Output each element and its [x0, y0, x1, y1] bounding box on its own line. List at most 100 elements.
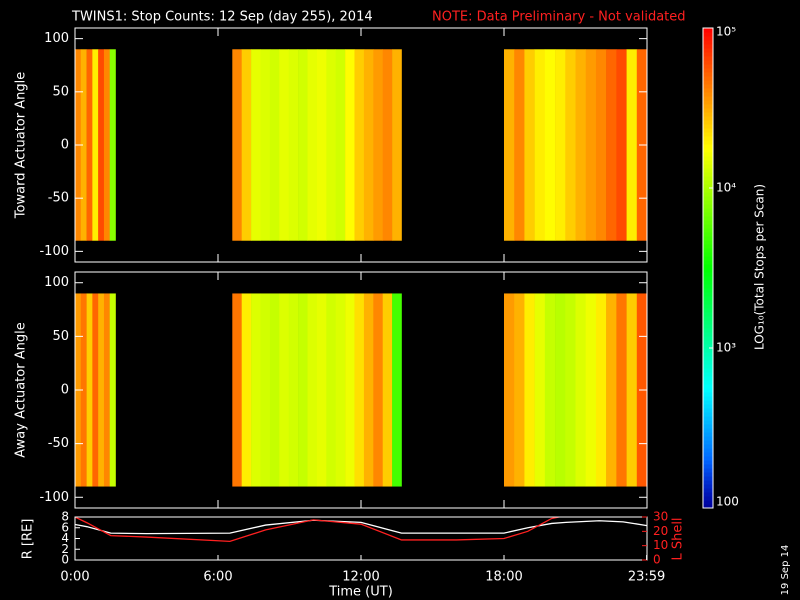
- colorbar-cell: [703, 412, 713, 417]
- colorbar-cell: [703, 328, 713, 333]
- heatmap-cell: [316, 293, 327, 487]
- heatmap-cell: [298, 49, 308, 241]
- colorbar-cell: [703, 68, 713, 73]
- heatmap-cell: [585, 49, 597, 241]
- colorbar-cell: [703, 320, 713, 325]
- colorbar-cell: [703, 292, 713, 297]
- colorbar-tick-label: 100: [716, 495, 739, 509]
- heatmap-cell: [279, 293, 290, 487]
- colorbar-cell: [703, 336, 713, 341]
- colorbar-cell: [703, 416, 713, 421]
- data-line: [75, 519, 647, 535]
- y-tick-label: -100: [39, 490, 69, 505]
- y-tick-label: 0: [61, 138, 69, 153]
- colorbar-cell: [703, 480, 713, 485]
- colorbar-cell: [703, 476, 713, 481]
- colorbar-cell: [703, 456, 713, 461]
- colorbar-cell: [703, 280, 713, 285]
- colorbar-cell: [703, 312, 713, 317]
- heatmap-cell: [382, 293, 393, 487]
- colorbar-cell: [703, 304, 713, 309]
- colorbar-cell: [703, 172, 713, 177]
- x-tick-label: 23:59: [628, 570, 665, 585]
- y-tick-label: 100: [44, 275, 69, 290]
- y-tick-label: -100: [39, 244, 69, 259]
- colorbar-cell: [703, 252, 713, 257]
- chart-title: TWINS1: Stop Counts: 12 Sep (day 255), 2…: [71, 10, 373, 25]
- heatmap-cell: [103, 49, 111, 241]
- heatmap-cell: [241, 49, 252, 241]
- heatmap-cell: [616, 49, 627, 241]
- heatmap-cell: [241, 293, 252, 487]
- heatmap-cell: [92, 49, 99, 241]
- colorbar-cell: [703, 116, 713, 121]
- colorbar-cell: [703, 192, 713, 197]
- y-tick-label: 2: [61, 542, 69, 556]
- heatmap-cell: [260, 49, 271, 241]
- heatmap-cell: [92, 293, 99, 487]
- colorbar-cell: [703, 204, 713, 209]
- heatmap-cell: [555, 293, 566, 487]
- heatmap-cell: [382, 49, 393, 241]
- y2-tick-label: 10: [653, 538, 668, 552]
- y-tick-label: 50: [52, 329, 69, 344]
- colorbar-cell: [703, 444, 713, 449]
- colorbar-cell: [703, 288, 713, 293]
- colorbar-cell: [703, 452, 713, 457]
- heatmap-cell: [98, 293, 105, 487]
- y-tick-label: -50: [48, 191, 69, 206]
- colorbar-cell: [703, 368, 713, 373]
- x-tick-label: 12:00: [342, 570, 379, 585]
- colorbar-cell: [703, 104, 713, 109]
- colorbar-cell: [703, 56, 713, 61]
- colorbar-cell: [703, 108, 713, 113]
- colorbar-cell: [703, 72, 713, 77]
- colorbar-cell: [703, 472, 713, 477]
- heatmap-cell: [534, 293, 546, 487]
- colorbar-cell: [703, 364, 713, 369]
- colorbar-cell: [703, 348, 713, 353]
- heatmap-cell: [575, 293, 587, 487]
- heatmap-cell: [504, 49, 515, 241]
- colorbar-cell: [703, 124, 713, 129]
- data-line: [75, 517, 563, 543]
- heatmap-cell: [269, 49, 280, 241]
- colorbar-cell: [703, 296, 713, 301]
- y-tick-label: 8: [61, 510, 69, 524]
- heatmap-cell: [260, 293, 271, 487]
- colorbar-cell: [703, 128, 713, 133]
- y-tick-label: 50: [52, 84, 69, 99]
- colorbar-cell: [703, 404, 713, 409]
- colorbar-cell: [703, 224, 713, 229]
- colorbar-cell: [703, 212, 713, 217]
- y2-tick-label: 0: [653, 553, 661, 567]
- colorbar-cell: [703, 48, 713, 53]
- colorbar-cell: [703, 276, 713, 281]
- colorbar-cell: [703, 152, 713, 157]
- x-tick-label: 18:00: [485, 570, 522, 585]
- y-tick-label: 0: [61, 383, 69, 398]
- colorbar-cell: [703, 92, 713, 97]
- colorbar-cell: [703, 120, 713, 125]
- heatmap-cell: [345, 49, 355, 241]
- heatmap-cell: [80, 49, 87, 241]
- colorbar-cell: [703, 36, 713, 41]
- y-tick-label: 100: [44, 31, 69, 46]
- colorbar-cell: [703, 316, 713, 321]
- y2-axis-label: L Shell: [671, 517, 686, 560]
- colorbar-cell: [703, 324, 713, 329]
- colorbar-label: LOG₁₀(Total Stops per Scan): [753, 184, 767, 350]
- heatmap-cell: [335, 293, 346, 487]
- colorbar-cell: [703, 188, 713, 193]
- colorbar-cell: [703, 256, 713, 261]
- x-axis-label: Time (UT): [328, 585, 393, 600]
- colorbar-cell: [703, 32, 713, 37]
- heatmap-cell: [392, 293, 402, 487]
- colorbar-cell: [703, 372, 713, 377]
- colorbar-cell: [703, 260, 713, 265]
- heatmap-cell: [392, 49, 402, 241]
- colorbar-cell: [703, 468, 713, 473]
- y-tick-label: 4: [61, 531, 69, 545]
- colorbar-cell: [703, 228, 713, 233]
- colorbar-cell: [703, 132, 713, 137]
